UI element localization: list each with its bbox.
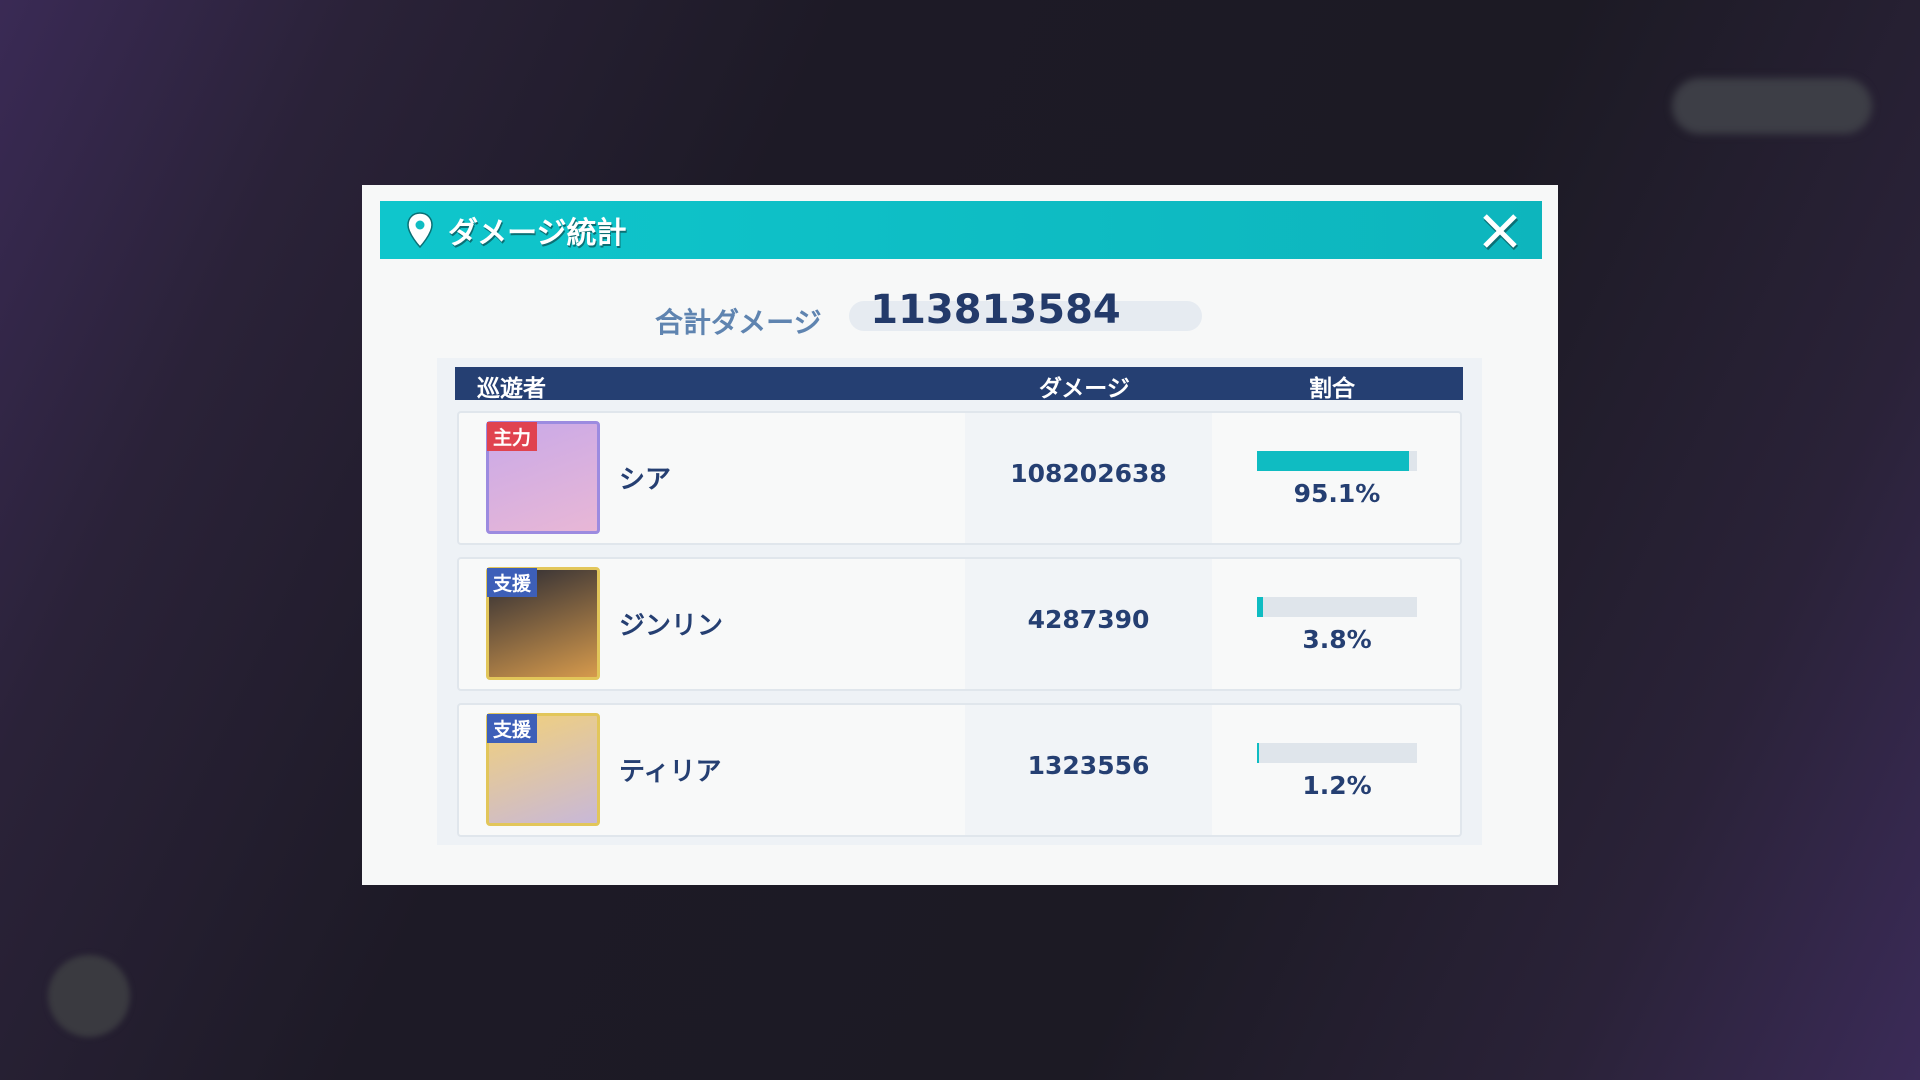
header-damage: ダメージ	[1039, 376, 1130, 402]
character-name: ティリア	[619, 757, 722, 787]
total-damage-value: 113813584	[870, 287, 1121, 333]
table-header: 巡遊者 ダメージ 割合	[455, 367, 1463, 402]
background-button-blurred	[1672, 78, 1872, 134]
share-bar-fill	[1257, 743, 1259, 763]
table-row: 支援 ジンリン 4287390 3.8%	[457, 557, 1462, 691]
close-icon[interactable]	[1480, 211, 1520, 251]
character-portrait: 支援	[486, 713, 600, 826]
total-damage-pill	[849, 301, 1202, 331]
header-share: 割合	[1309, 376, 1355, 402]
share-percent: 1.2%	[1302, 771, 1372, 800]
damage-value: 1323556	[1027, 751, 1150, 780]
total-damage: 合計ダメージ 113813584	[362, 287, 1558, 339]
share-bar	[1257, 597, 1417, 617]
role-badge: 主力	[487, 422, 538, 451]
character-name: シア	[619, 465, 672, 495]
character-name: ジンリン	[619, 611, 724, 641]
role-badge: 支援	[487, 568, 538, 597]
location-pin-icon	[407, 212, 433, 248]
share-bar	[1257, 743, 1417, 763]
damage-column-bg	[965, 559, 1212, 689]
damage-value: 4287390	[1027, 605, 1150, 634]
role-badge: 支援	[487, 714, 538, 743]
background-circle-button-blurred	[48, 955, 130, 1037]
share-percent: 95.1%	[1293, 479, 1381, 508]
dialog-header: ダメージ統計	[380, 201, 1542, 259]
table-row: 主力 シア 108202638 95.1%	[457, 411, 1462, 545]
damage-column-bg	[965, 413, 1212, 543]
share-bar	[1257, 451, 1417, 471]
share-bar-fill	[1257, 451, 1410, 471]
character-portrait: 支援	[486, 567, 600, 680]
share-percent: 3.8%	[1302, 625, 1372, 654]
damage-column-bg	[965, 705, 1212, 835]
damage-table: 巡遊者 ダメージ 割合 主力 シア 108202638 95.1% 支援 ジンリ…	[437, 358, 1482, 845]
damage-stats-dialog: ダメージ統計 合計ダメージ 113813584 巡遊者 ダメージ 割合 主力 シ…	[362, 185, 1558, 885]
share-bar-fill	[1257, 597, 1264, 617]
character-portrait: 主力	[486, 421, 600, 534]
header-character: 巡遊者	[477, 376, 546, 402]
table-row: 支援 ティリア 1323556 1.2%	[457, 703, 1462, 837]
damage-value: 108202638	[1010, 459, 1167, 488]
dialog-title: ダメージ統計	[448, 216, 627, 251]
total-damage-label: 合計ダメージ	[655, 306, 822, 339]
